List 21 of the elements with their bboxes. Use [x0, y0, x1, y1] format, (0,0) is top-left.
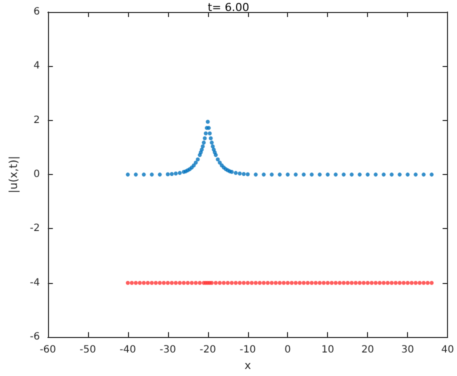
x-axis-title: x	[244, 359, 252, 372]
x-tick-label: -30	[160, 344, 176, 356]
x-tick-label: 40	[441, 344, 454, 356]
y-tick-label: -6	[30, 332, 40, 343]
y-tick-label: -4	[30, 277, 40, 288]
y-tick-label: 6	[33, 6, 40, 18]
x-tick-label: 0	[284, 344, 291, 356]
y-tick-label: 2	[33, 114, 40, 126]
x-tick-label: 10	[321, 344, 334, 356]
y-axis-title: |u(x,t)|	[7, 156, 20, 194]
y-tick-label: 0	[33, 169, 40, 180]
chart-title: t= 6.00	[208, 1, 250, 14]
y-tick-label: 4	[33, 60, 40, 72]
y-tick-label: -2	[30, 223, 40, 234]
x-tick-label: -50	[80, 344, 96, 356]
x-tick-label: -60	[40, 344, 56, 356]
x-tick-label: 20	[361, 344, 374, 356]
x-tick-label: -20	[200, 344, 216, 356]
x-tick-label: -10	[240, 344, 256, 356]
x-tick-label: 30	[401, 344, 414, 356]
x-tick-label: -40	[120, 344, 136, 356]
